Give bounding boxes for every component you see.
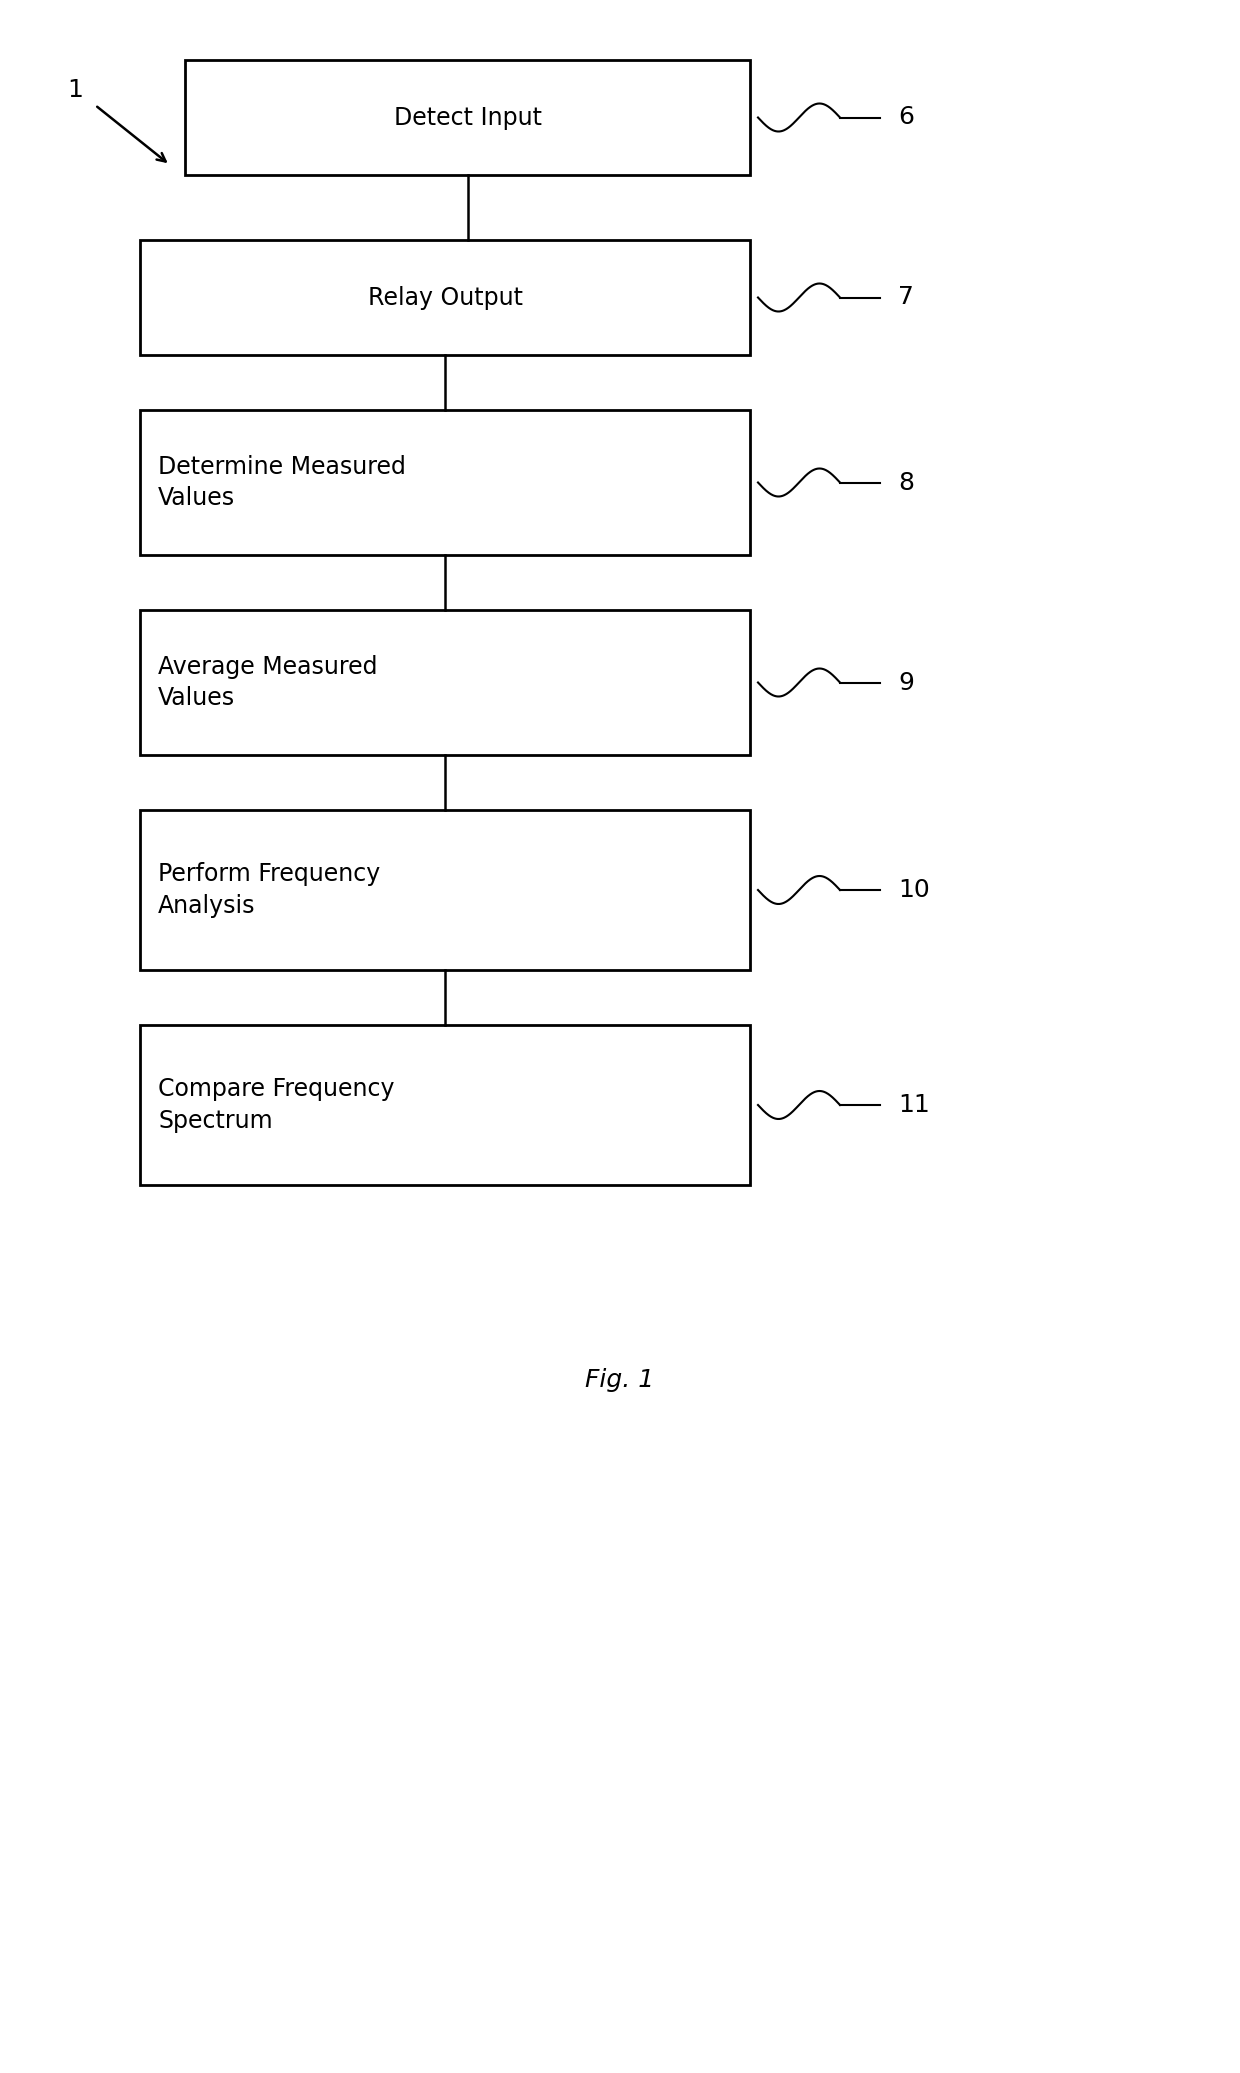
Bar — [140, 1024, 750, 1186]
Text: 9: 9 — [898, 670, 914, 694]
Text: Relay Output: Relay Output — [367, 286, 522, 309]
Text: Compare Frequency
Spectrum: Compare Frequency Spectrum — [157, 1078, 394, 1132]
Bar — [140, 410, 750, 556]
Text: 7: 7 — [898, 286, 914, 309]
Text: 10: 10 — [898, 879, 930, 902]
Text: Average Measured
Values: Average Measured Values — [157, 655, 377, 711]
Text: Determine Measured
Values: Determine Measured Values — [157, 454, 405, 510]
Bar — [140, 609, 750, 755]
Bar — [140, 811, 750, 970]
Text: Fig. 1: Fig. 1 — [585, 1368, 655, 1391]
Bar — [140, 240, 750, 354]
Text: 8: 8 — [898, 471, 914, 495]
Text: 1: 1 — [67, 79, 83, 102]
Text: Detect Input: Detect Input — [393, 106, 542, 129]
Text: 11: 11 — [898, 1092, 930, 1117]
Text: 6: 6 — [898, 106, 914, 129]
Bar — [185, 60, 750, 174]
Text: Perform Frequency
Analysis: Perform Frequency Analysis — [157, 862, 381, 918]
